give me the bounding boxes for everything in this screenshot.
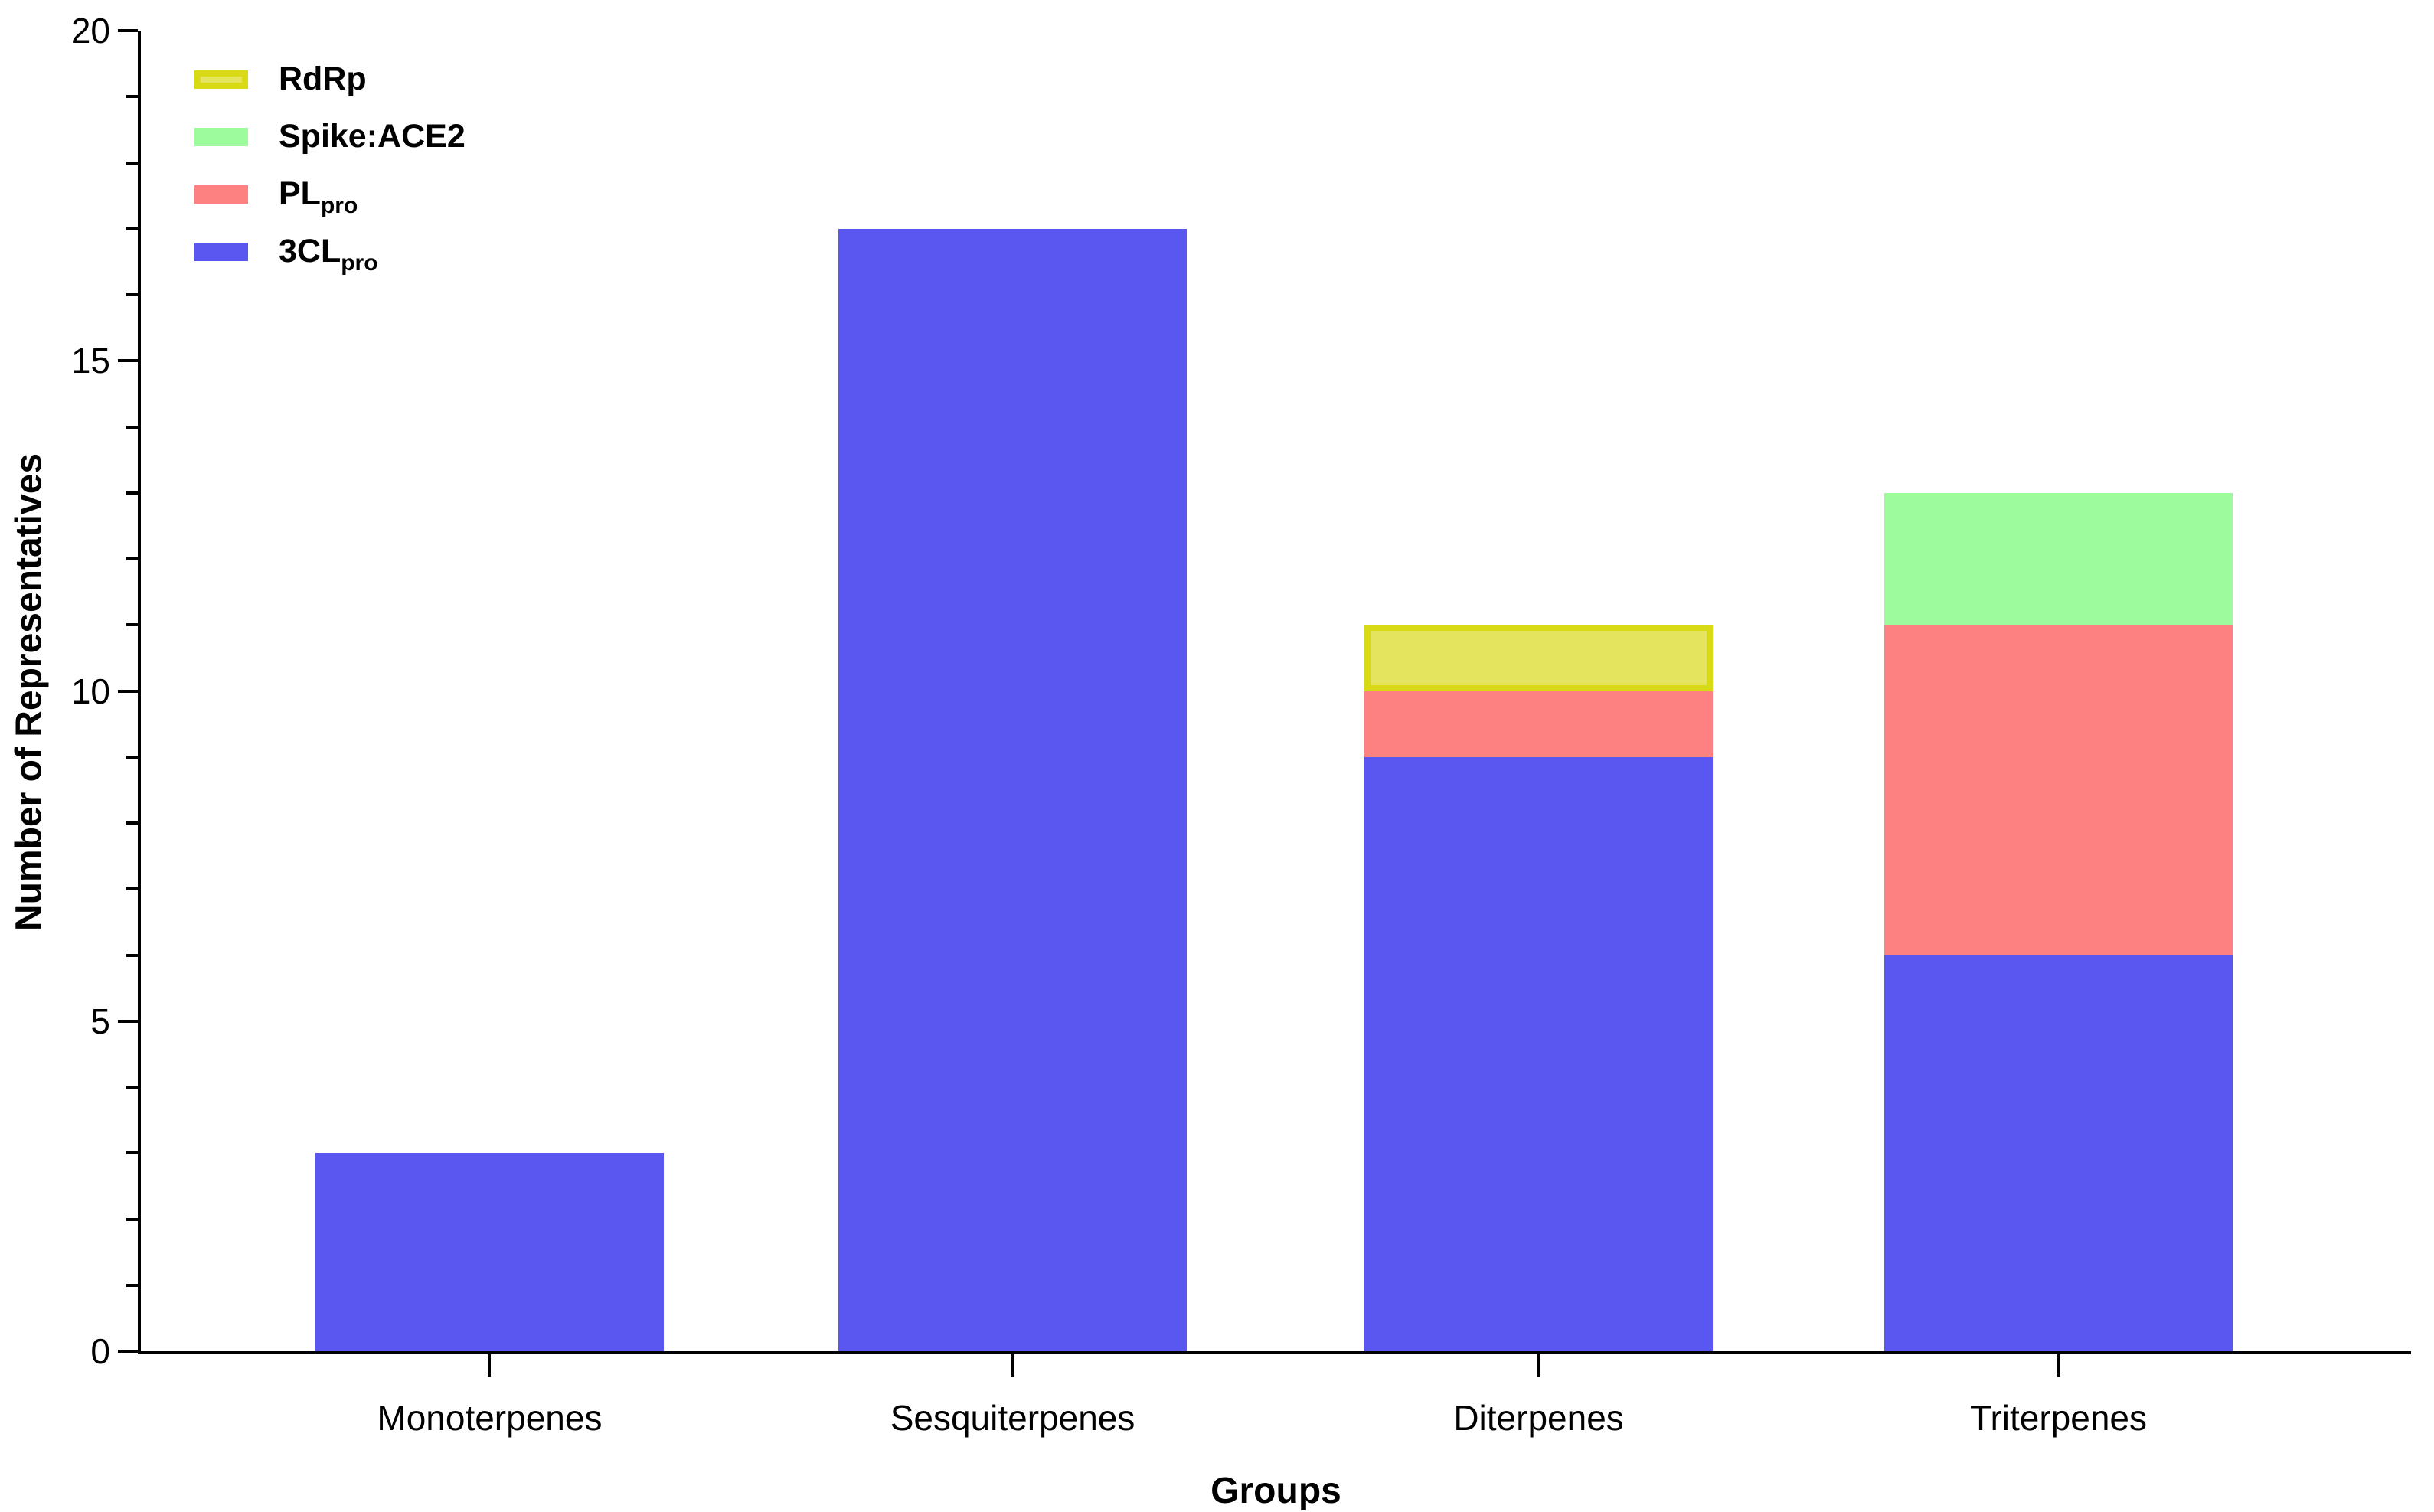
segment-3clpro-monoterpenes xyxy=(315,1153,665,1351)
legend-item-3clpro: 3CLpro xyxy=(194,223,466,280)
y-tick-label-10: 10 xyxy=(70,671,110,711)
y-tick-label-0: 0 xyxy=(90,1331,110,1371)
segment-3clpro-sesquiterpenes xyxy=(838,228,1188,1351)
segment-3clpro-diterpenes xyxy=(1364,756,1714,1351)
x-tick-sesquiterpenes xyxy=(1011,1354,1014,1377)
x-axis-title: Groups xyxy=(1210,1471,1341,1511)
x-tick-label-diterpenes: Diterpenes xyxy=(1453,1398,1624,1438)
legend-swatch-plpro xyxy=(194,185,248,204)
y-tick-5 xyxy=(118,1019,138,1023)
y-tick-18 xyxy=(126,161,138,165)
x-tick-label-sesquiterpenes: Sesquiterpenes xyxy=(890,1398,1135,1438)
y-tick-7 xyxy=(126,887,138,891)
legend-item-spike-ace2: Spike:ACE2 xyxy=(194,108,466,165)
y-tick-label-15: 15 xyxy=(70,341,110,381)
y-tick-6 xyxy=(126,953,138,957)
bar-sesquiterpenes xyxy=(838,31,1188,1351)
plot-area: Groups RdRp Spike:ACE2 PLpro 3CLpro 0 5 10 15 2… xyxy=(71,13,2411,1511)
y-tick-16 xyxy=(126,293,138,296)
legend-label-plpro: PLpro xyxy=(279,175,358,219)
bar-monoterpenes xyxy=(315,31,665,1351)
x-tick-label-triterpenes: Triterpenes xyxy=(1970,1398,2148,1438)
segment-spike-ace2-triterpenes xyxy=(1883,492,2233,625)
segment-plpro-triterpenes xyxy=(1883,625,2233,955)
legend-item-rdrp: RdRp xyxy=(194,51,466,108)
legend-label-rdrp: RdRp xyxy=(279,60,367,97)
y-tick-13 xyxy=(126,491,138,495)
y-tick-1 xyxy=(126,1283,138,1287)
y-tick-20 xyxy=(118,29,138,32)
x-tick-monoterpenes xyxy=(488,1354,492,1377)
y-tick-17 xyxy=(126,227,138,230)
segment-plpro-diterpenes xyxy=(1364,691,1714,757)
y-tick-0 xyxy=(118,1350,138,1353)
y-tick-14 xyxy=(126,425,138,429)
x-tick-triterpenes xyxy=(2057,1354,2060,1377)
x-tick-diterpenes xyxy=(1537,1354,1540,1377)
y-tick-9 xyxy=(126,755,138,759)
y-tick-8 xyxy=(126,821,138,825)
y-tick-label-5: 5 xyxy=(90,1001,110,1041)
y-tick-12 xyxy=(126,557,138,560)
legend-swatch-rdrp xyxy=(194,70,248,89)
y-tick-10 xyxy=(118,689,138,693)
y-tick-11 xyxy=(126,623,138,627)
y-tick-label-20: 20 xyxy=(70,11,110,51)
legend: RdRp Spike:ACE2 PLpro 3CLpro xyxy=(194,51,466,280)
legend-swatch-3clpro xyxy=(194,242,248,261)
bar-triterpenes xyxy=(1883,31,2233,1351)
y-tick-15 xyxy=(118,359,138,363)
y-tick-4 xyxy=(126,1086,138,1089)
x-tick-label-monoterpenes: Monoterpenes xyxy=(377,1398,603,1438)
segment-3clpro-triterpenes xyxy=(1883,955,2233,1351)
legend-swatch-spike-ace2 xyxy=(194,127,248,146)
y-tick-3 xyxy=(126,1151,138,1155)
y-tick-19 xyxy=(126,95,138,99)
legend-item-plpro: PLpro xyxy=(194,165,466,223)
y-tick-2 xyxy=(126,1217,138,1221)
segment-rdrp-diterpenes xyxy=(1364,625,1714,691)
legend-label-spike-ace2: Spike:ACE2 xyxy=(279,118,466,155)
bar-diterpenes xyxy=(1364,31,1714,1351)
legend-label-3clpro: 3CLpro xyxy=(279,233,378,276)
